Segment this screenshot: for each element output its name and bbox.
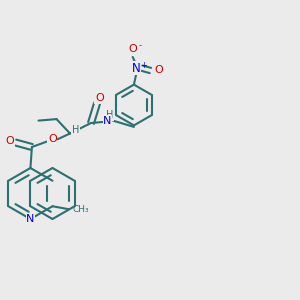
Text: CH₃: CH₃ (73, 205, 89, 214)
Text: O: O (95, 93, 104, 103)
Text: O: O (154, 65, 163, 76)
Text: O: O (128, 44, 137, 55)
Text: N: N (26, 214, 34, 224)
Text: O: O (6, 136, 14, 146)
Text: O: O (48, 134, 57, 144)
Text: H: H (72, 125, 79, 135)
Text: +: + (140, 61, 147, 70)
Text: N: N (132, 61, 141, 75)
Text: H: H (106, 110, 114, 121)
Text: N: N (103, 116, 112, 126)
Text: -: - (139, 41, 142, 50)
